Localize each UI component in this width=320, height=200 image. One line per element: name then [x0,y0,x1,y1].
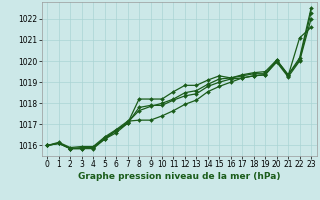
X-axis label: Graphe pression niveau de la mer (hPa): Graphe pression niveau de la mer (hPa) [78,172,280,181]
